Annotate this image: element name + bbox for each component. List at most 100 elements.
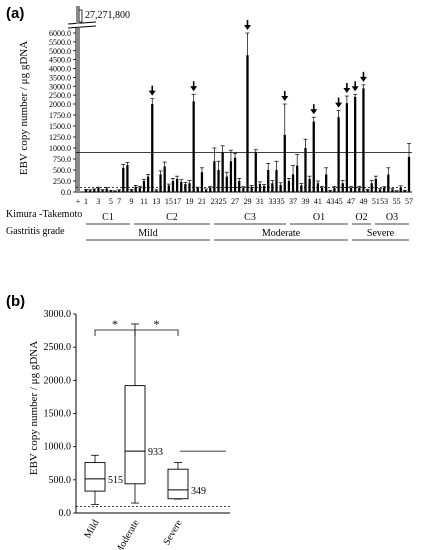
data-bar: [254, 152, 257, 192]
panel-a-y-tick-label: 1750.0: [49, 111, 71, 120]
panel-a-x-tick-label: 35: [277, 197, 285, 206]
gastritis-group-label: Mild: [138, 228, 157, 239]
data-bar: [113, 191, 117, 192]
panel-a-y-tick-label: 3500.0: [49, 73, 71, 82]
data-bar: [262, 185, 266, 192]
data-bar: [134, 186, 137, 192]
panel-a-label: (a): [6, 5, 24, 22]
data-bar: [354, 96, 357, 192]
median-value-label: 933: [148, 447, 163, 458]
data-bar: [184, 184, 187, 192]
data-bar: [159, 174, 162, 192]
data-bar: [370, 183, 373, 192]
panel-a-y-tick-label: 4500.0: [49, 56, 71, 65]
data-bar: [130, 189, 133, 192]
data-bar: [246, 55, 249, 192]
data-bar: [101, 190, 104, 192]
panel-b-x-tick-label: Mild: [82, 518, 101, 540]
panel-a-x-tick-label: 49: [359, 197, 367, 206]
data-bar: [296, 165, 299, 192]
box-iqr: [124, 385, 146, 485]
data-bar: [383, 187, 386, 192]
panel-a-x-tick-label: 31: [256, 197, 264, 206]
arrow-head: [281, 96, 289, 101]
data-bar: [151, 104, 154, 192]
data-bar: [122, 167, 125, 192]
kimura-group-label: C2: [166, 212, 178, 223]
panel-a-x-tick-label: 13: [152, 197, 160, 206]
gastritis-grade-row-label: Gastritis grade: [6, 226, 65, 237]
data-bar: [138, 187, 141, 192]
panel-a-x-tick-label: 39: [301, 197, 309, 206]
panel-a-x-tick-label: 25: [219, 197, 227, 206]
data-bar: [333, 187, 336, 192]
positive-control-value-label: 27,271,800: [85, 10, 130, 21]
data-bar: [192, 101, 195, 192]
panel-a-y-tick-label: 250.0: [53, 177, 71, 186]
data-bar: [349, 187, 353, 192]
box-plot-moderate: 933: [124, 323, 163, 504]
data-bar: [105, 188, 108, 192]
data-bar: [308, 178, 311, 192]
panel-a-y-tick-label: 2500.0: [49, 91, 71, 100]
data-bar: [341, 183, 344, 192]
highlight-arrow-icon: [343, 83, 351, 94]
panel-a-x-tick-label: 33: [268, 197, 276, 206]
panel-a-x-tick-label: 47: [347, 197, 355, 206]
panel-a-x-tick-label: 37: [289, 197, 297, 206]
data-bar: [242, 187, 245, 192]
axis-break-mark: [67, 21, 97, 25]
data-bar: [395, 191, 398, 192]
box-iqr: [167, 468, 189, 500]
panel-a-x-ticks: +1 3 5 7 9 11 13 15 17 19 21 23 25 27 29 31 33 35 37 39 41 43…: [76, 197, 413, 206]
panel-a-x-tick-label: 17: [173, 197, 181, 206]
panel-a-x-tick-label: 57: [405, 197, 413, 206]
panel-b-label: (b): [6, 293, 25, 310]
kimura-group-label: C1: [102, 212, 114, 223]
arrow-head: [351, 86, 359, 92]
panel-a-y-ticks: 0.0 250.0 500.0 750.0 1000.0 1250.0 1500.0 1750…: [49, 29, 76, 197]
data-bar: [84, 189, 88, 192]
panel-a-y-tick-label: 4000.0: [49, 65, 71, 74]
data-bar: [163, 166, 166, 192]
panel-a-y-tick-label: 0.0: [61, 188, 71, 197]
arrow-head: [190, 86, 198, 92]
data-bar: [271, 183, 274, 192]
significance-bracket-line: [134, 329, 179, 336]
panel-a-plot-area: [67, 6, 412, 193]
data-bar: [291, 174, 295, 192]
panel-a-y-tick-label: 1500.0: [49, 122, 71, 131]
data-bar: [378, 189, 382, 192]
data-bar: [233, 157, 237, 192]
panel-a-y-tick-label: 5000.0: [49, 47, 71, 56]
panel-a-x-tick-label: 1: [84, 197, 88, 206]
panel-a-x-tick-label: 45: [335, 197, 343, 206]
panel-a-y-tick-label: 500.0: [53, 166, 71, 175]
data-bar: [229, 161, 233, 192]
data-bar: [238, 181, 241, 192]
panel-a-x-tick-label: 29: [244, 197, 252, 206]
arrow-head: [335, 102, 343, 108]
data-bar: [316, 183, 320, 192]
panel-a-x-tick-label: 15: [165, 197, 173, 206]
panel-b-y-tick-label: 0.0: [59, 508, 72, 519]
data-bar: [275, 170, 278, 192]
arrow-head: [310, 109, 318, 115]
panel-a-y-tick-label: 750.0: [53, 155, 71, 164]
highlight-arrow-icon: [190, 81, 198, 92]
data-bar: [387, 174, 390, 192]
data-bar: [304, 148, 307, 192]
data-bar: [93, 189, 96, 192]
panel-a-y-tick-label: 3000.0: [49, 82, 71, 91]
data-bar: [109, 190, 112, 192]
panel-a-x-tick-label: 55: [393, 197, 401, 206]
box-plot-mild: 515: [84, 454, 123, 505]
data-bar: [320, 187, 324, 192]
panel-a-x-tick-label: 19: [186, 197, 194, 206]
highlight-arrow-icon: [244, 20, 251, 30]
panel-a-x-tick-label: 3: [96, 197, 100, 206]
data-bar: [312, 121, 315, 192]
panel-b-y-tick-label: 3000.0: [44, 309, 72, 320]
data-bar: [213, 161, 216, 192]
